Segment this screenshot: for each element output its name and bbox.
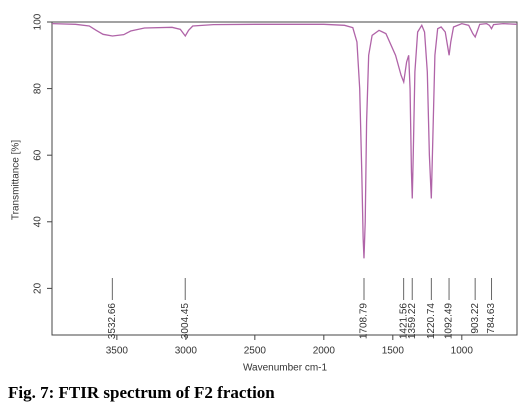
y-tick-label: 20 bbox=[33, 282, 44, 294]
plot-frame bbox=[51, 21, 518, 336]
peak-label: 903.22 bbox=[470, 303, 481, 334]
spectrum-line bbox=[51, 22, 518, 259]
x-tick-label: 1000 bbox=[451, 346, 474, 357]
peak-label: 784.63 bbox=[486, 303, 497, 334]
x-tick-label: 2500 bbox=[244, 346, 267, 357]
y-tick-label: 100 bbox=[33, 13, 44, 30]
x-tick-label: 2000 bbox=[313, 346, 336, 357]
y-axis-title: Transmittance [%] bbox=[11, 140, 22, 220]
peak-label: 1359.22 bbox=[407, 303, 418, 340]
peak-label: 1708.79 bbox=[359, 303, 370, 340]
y-tick-label: 80 bbox=[33, 83, 44, 95]
peak-label: 1092.49 bbox=[444, 303, 455, 340]
peak-label: 3004.45 bbox=[180, 303, 191, 340]
y-tick-label: 40 bbox=[33, 216, 44, 228]
y-tick-label: 60 bbox=[33, 149, 44, 161]
peak-label: 1220.74 bbox=[426, 303, 437, 340]
peak-label: 3532.66 bbox=[107, 303, 118, 340]
peak-label: 1421.56 bbox=[398, 303, 409, 340]
x-tick-label: 1500 bbox=[382, 346, 405, 357]
x-axis-title: Wavenumber cm-1 bbox=[243, 363, 328, 374]
x-tick-label: 3000 bbox=[175, 346, 198, 357]
x-tick-label: 3500 bbox=[106, 346, 129, 357]
figure-caption: Fig. 7: FTIR spectrum of F2 fraction bbox=[8, 383, 275, 402]
